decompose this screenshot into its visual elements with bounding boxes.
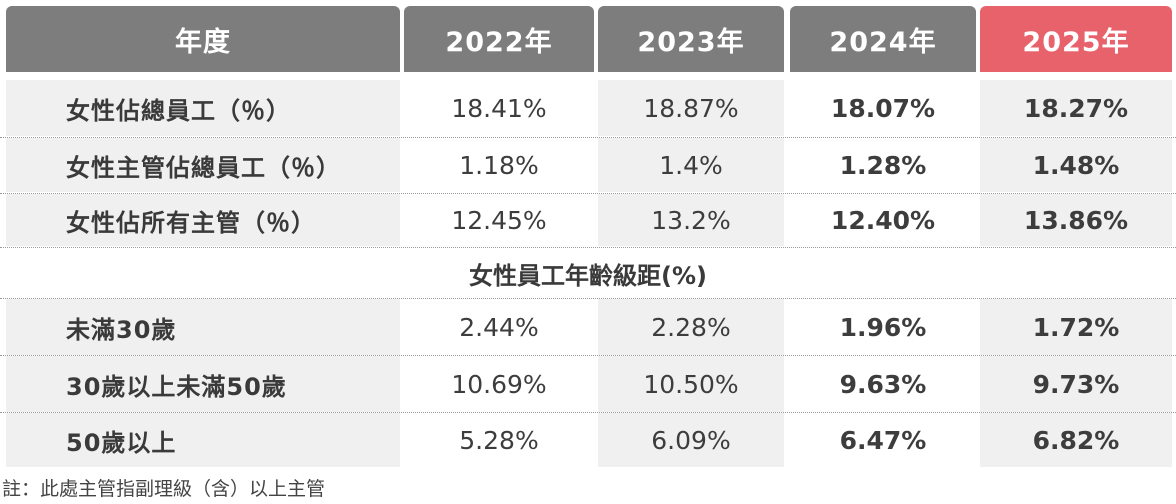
- table-row: 未滿30歲 2.44% 2.28% 1.96% 1.72%: [0, 299, 1176, 355]
- table-row: 50歲以上 5.28% 6.09% 6.47% 6.82%: [0, 413, 1176, 467]
- row-label: 30歲以上未滿50歲: [6, 356, 400, 412]
- row-divider: [0, 247, 1176, 248]
- header-year-label: 年度: [6, 6, 400, 72]
- cell-2024: 6.47%: [839, 425, 927, 455]
- row-divider: [0, 412, 1176, 413]
- footnote: 註：此處主管指副理級（含）以上主管: [2, 478, 326, 500]
- row-divider: [0, 193, 1176, 194]
- section-title: 女性員工年齡級距(%): [469, 261, 707, 290]
- cell-2023: 1.4%: [598, 138, 784, 192]
- cell-2025: 18.27%: [980, 80, 1172, 136]
- table-row: 女性主管佔總員工（％） 1.18% 1.4% 1.28% 1.48%: [0, 138, 1176, 192]
- header-year-2022: 2022年: [404, 6, 594, 72]
- cell-2024: 18.07%: [830, 93, 936, 123]
- header-year-2025: 2025年: [980, 6, 1172, 72]
- header-year-2023: 2023年: [598, 6, 784, 72]
- cell-2025: 9.73%: [980, 356, 1172, 412]
- cell-2022: 10.69%: [451, 369, 547, 399]
- cell-2023: 18.87%: [598, 80, 784, 136]
- cell-2022: 2.44%: [459, 312, 539, 342]
- row-divider: [0, 298, 1176, 299]
- cell-2022: 18.41%: [451, 93, 547, 123]
- table-row: 女性佔總員工（％） 18.41% 18.87% 18.07% 18.27%: [0, 80, 1176, 136]
- cell-2023: 10.50%: [598, 356, 784, 412]
- cell-2025: 1.72%: [980, 299, 1172, 355]
- row-label: 女性主管佔總員工（％）: [6, 138, 400, 192]
- cell-2025: 6.82%: [980, 413, 1172, 467]
- row-divider: [0, 355, 1176, 356]
- row-divider: [0, 137, 1176, 138]
- cell-2022: 12.45%: [451, 205, 547, 235]
- cell-2024: 1.96%: [839, 312, 927, 342]
- cell-2025: 13.86%: [980, 194, 1172, 246]
- table-row: 女性佔所有主管（％） 12.45% 13.2% 12.40% 13.86%: [0, 194, 1176, 246]
- cell-2024: 1.28%: [839, 150, 927, 180]
- cell-2023: 2.28%: [598, 299, 784, 355]
- cell-2024: 12.40%: [830, 205, 936, 235]
- cell-2023: 6.09%: [598, 413, 784, 467]
- cell-2022: 5.28%: [459, 425, 539, 455]
- table-row: 30歲以上未滿50歲 10.69% 10.50% 9.63% 9.73%: [0, 356, 1176, 412]
- header-year-2024: 2024年: [790, 6, 976, 72]
- cell-2024: 9.63%: [839, 369, 927, 399]
- row-label: 未滿30歲: [6, 299, 400, 355]
- row-label: 50歲以上: [6, 413, 400, 467]
- cell-2025: 1.48%: [980, 138, 1172, 192]
- row-label: 女性佔總員工（％）: [6, 80, 400, 136]
- row-label: 女性佔所有主管（％）: [6, 194, 400, 246]
- cell-2023: 13.2%: [598, 194, 784, 246]
- cell-2022: 1.18%: [459, 150, 539, 180]
